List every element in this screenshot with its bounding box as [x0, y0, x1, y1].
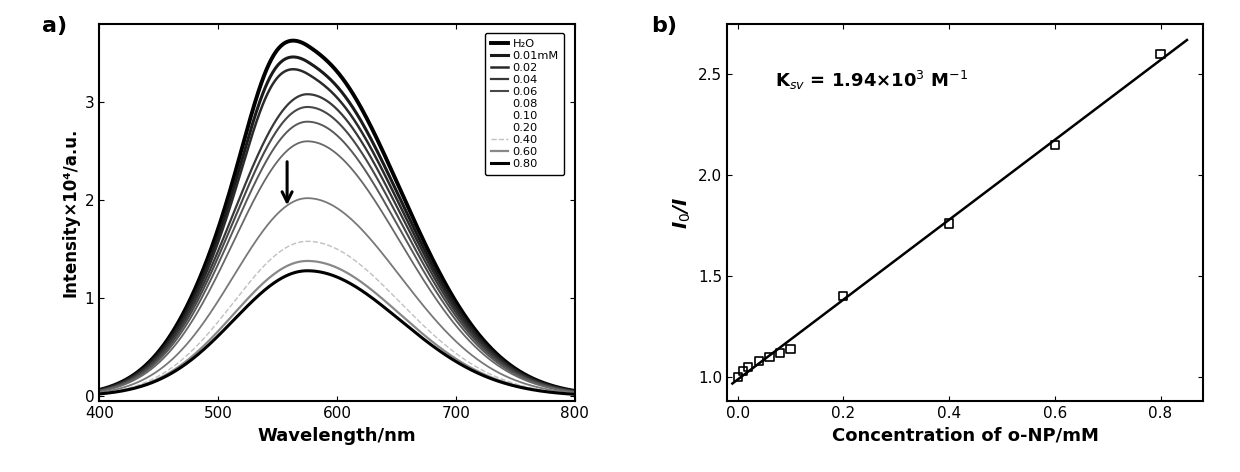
Text: K$_{sv}$ = 1.94×10$^3$ M$^{-1}$: K$_{sv}$ = 1.94×10$^3$ M$^{-1}$ [775, 69, 968, 92]
X-axis label: Concentration of o-NP/mM: Concentration of o-NP/mM [832, 427, 1099, 445]
Point [1045, 141, 1065, 149]
Point [728, 373, 748, 381]
Text: a): a) [42, 16, 67, 36]
Y-axis label: Intensity×10⁴/a.u.: Intensity×10⁴/a.u. [61, 128, 79, 297]
Point [770, 349, 790, 356]
Legend: H₂O, 0.01mM, 0.02, 0.04, 0.06, 0.08, 0.10, 0.20, 0.40, 0.60, 0.80: H₂O, 0.01mM, 0.02, 0.04, 0.06, 0.08, 0.1… [485, 33, 564, 175]
Point [1151, 50, 1171, 58]
Point [781, 345, 801, 353]
Text: b): b) [651, 16, 677, 36]
Point [759, 353, 779, 361]
Point [939, 220, 959, 228]
Point [749, 357, 769, 364]
Point [738, 363, 758, 371]
X-axis label: Wavelength/nm: Wavelength/nm [258, 427, 417, 445]
Point [733, 367, 753, 375]
Point [833, 293, 853, 300]
Y-axis label: I$_0$/I: I$_0$/I [671, 196, 693, 229]
